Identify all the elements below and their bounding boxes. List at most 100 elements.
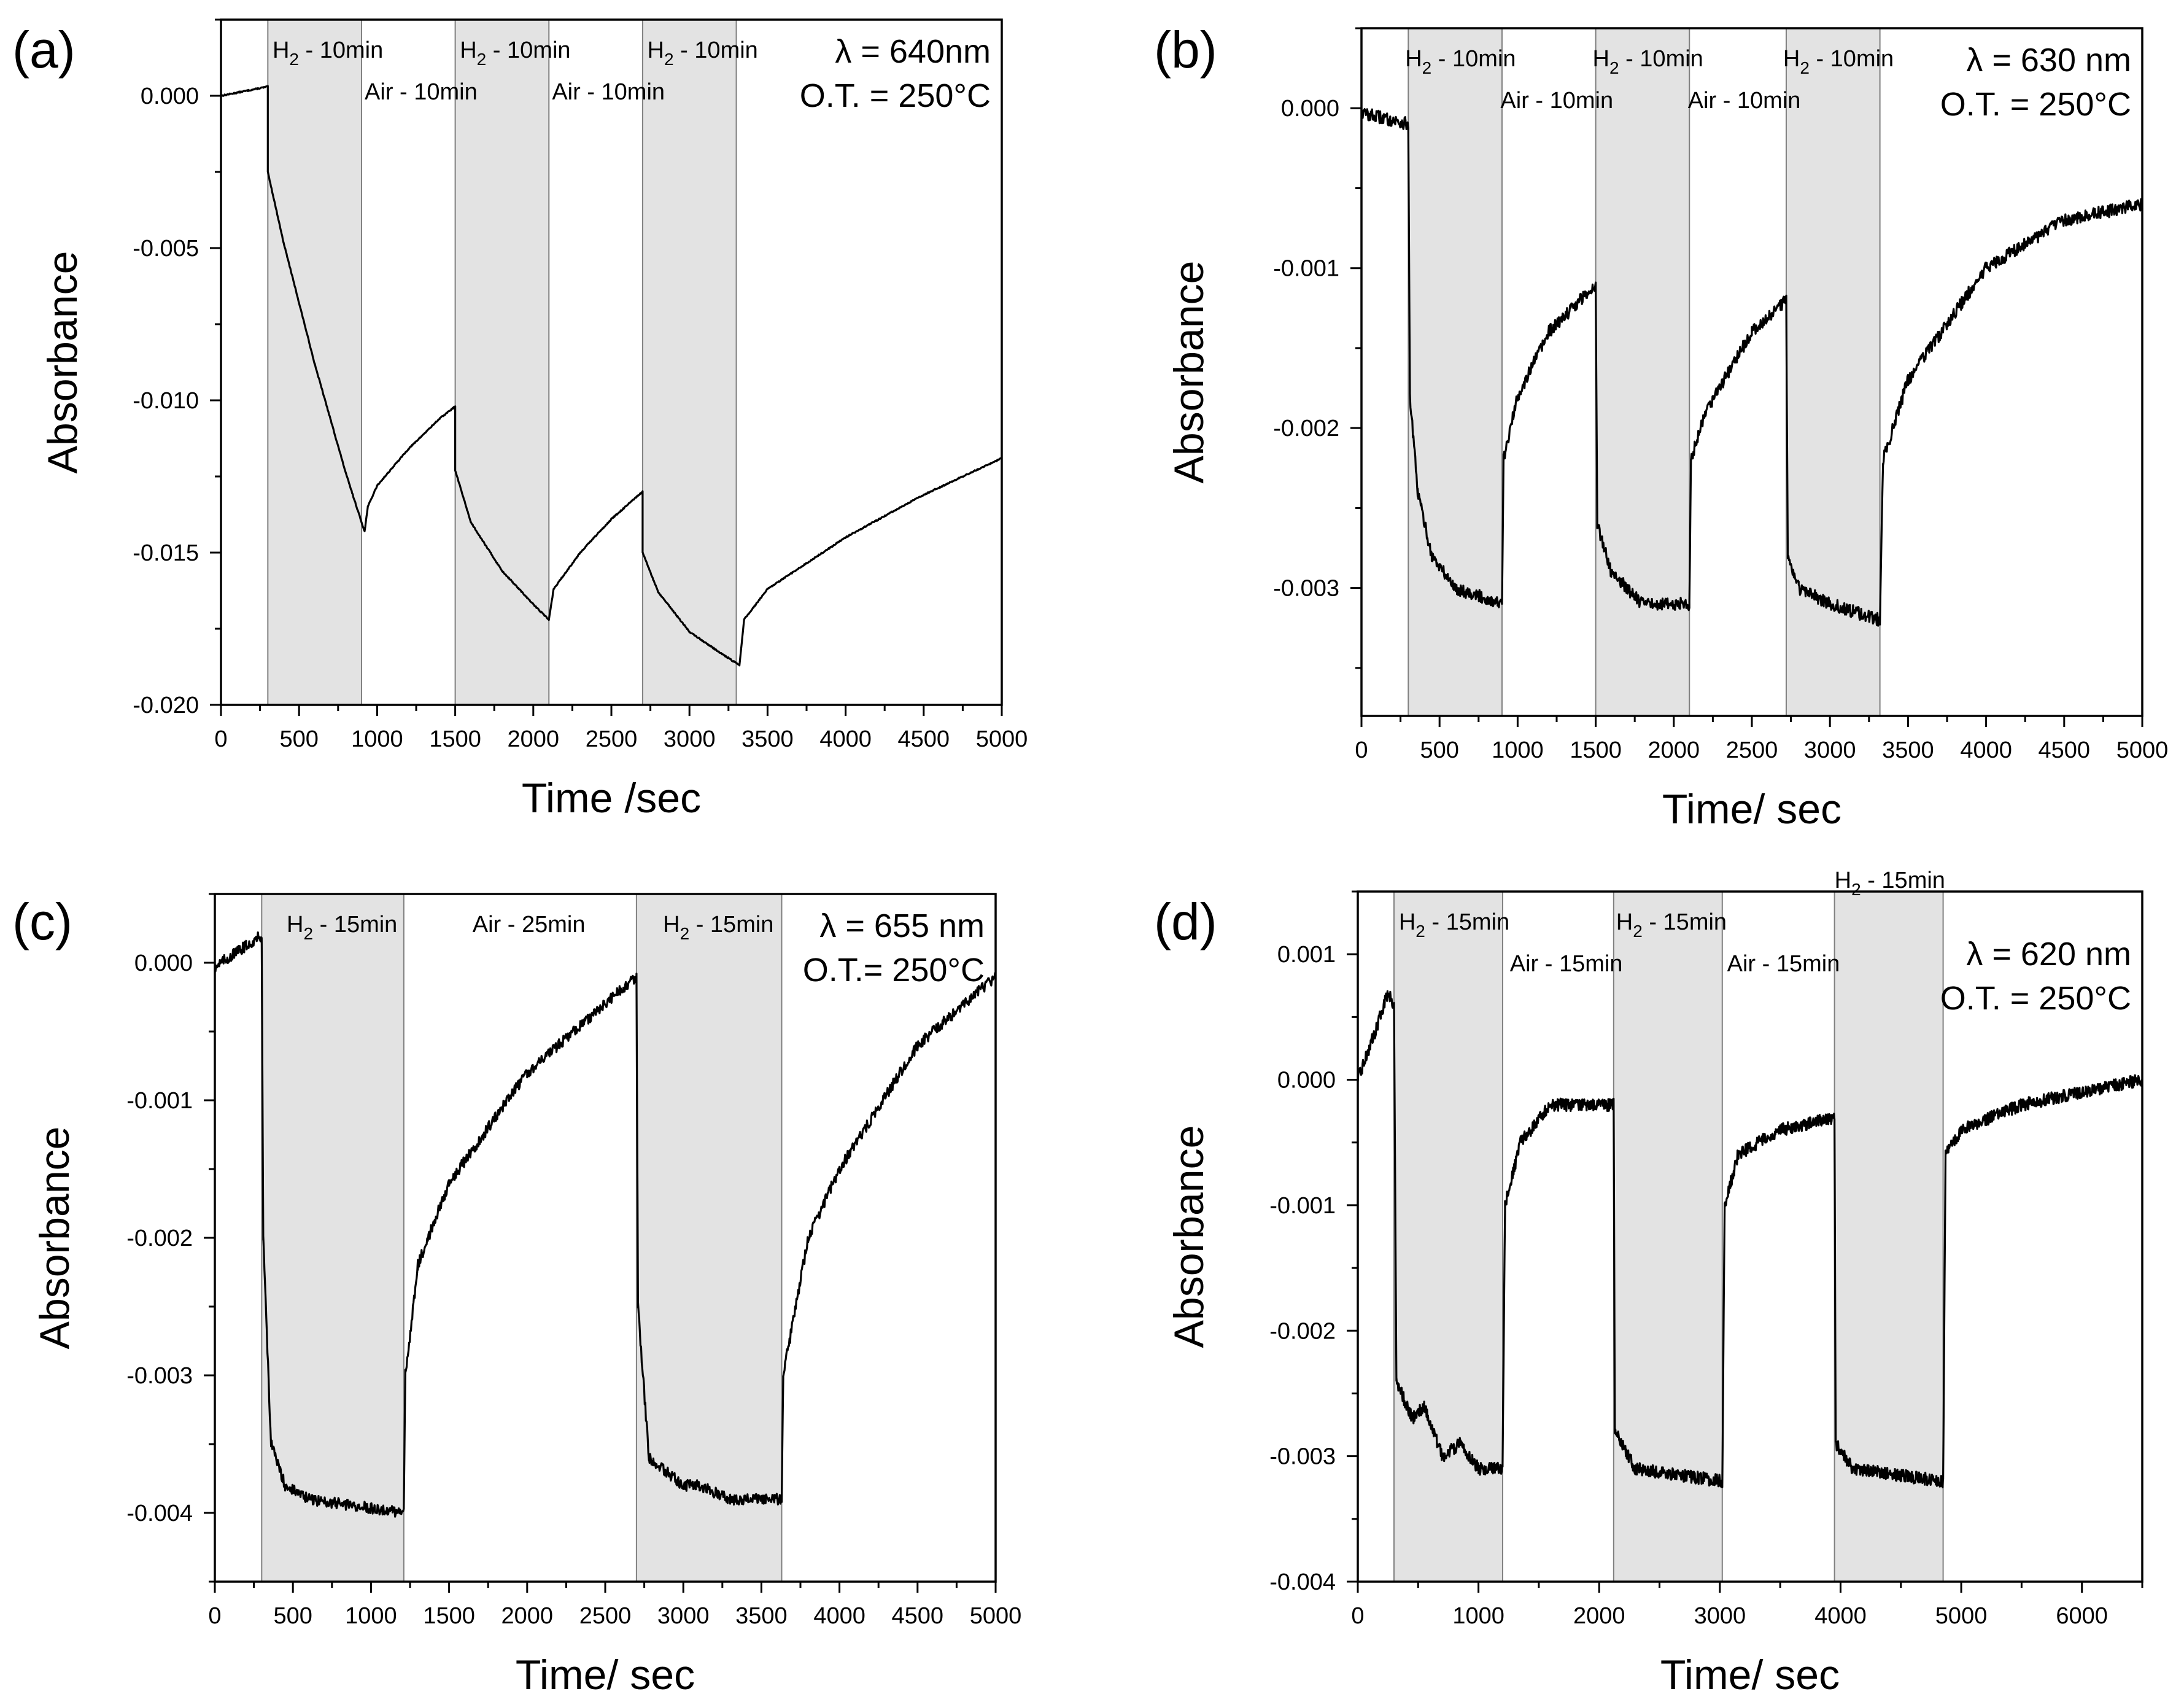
y-tick-label: -0.004 xyxy=(1269,1569,1336,1595)
x-axis-label: Time/ sec xyxy=(1662,786,1841,833)
x-tick-label: 2500 xyxy=(1726,737,1778,763)
y-tick-label: -0.002 xyxy=(1273,416,1339,441)
x-tick-label: 4000 xyxy=(813,1603,865,1629)
panel-label: (d) xyxy=(1154,893,1217,950)
x-tick-label: 5000 xyxy=(976,726,1028,752)
y-tick-label: -0.020 xyxy=(133,693,199,718)
x-tick-label: 0 xyxy=(208,1603,221,1629)
x-tick-label: 4000 xyxy=(819,726,872,752)
phase-annotation: H2 - 15min xyxy=(663,912,773,943)
series-line-absorbance xyxy=(214,931,997,1518)
y-axis-label: Absorbance xyxy=(39,251,86,474)
x-tick-label: 0 xyxy=(214,726,227,752)
h2-shaded-region xyxy=(1408,28,1503,717)
phase-annotation: Air - 10min xyxy=(552,79,665,105)
x-axis-label: Time /sec xyxy=(522,775,701,822)
phase-annotation: H2 - 15min xyxy=(1835,868,1945,899)
x-tick-label: 0 xyxy=(1351,1603,1364,1629)
y-axis-label: Absorbance xyxy=(31,1127,78,1350)
x-tick-label: 1500 xyxy=(1570,737,1622,763)
phase-annotation: H2 - 15min xyxy=(1616,909,1727,941)
chart-panel-c: 0 500 1000 1500 2000 2500 3000 3500 4000 4500 5000… xyxy=(12,893,1021,1698)
x-tick-label: 3000 xyxy=(664,726,716,752)
temperature-label: O.T. = 250°C xyxy=(1940,86,2131,123)
h2-shaded-region xyxy=(261,893,405,1582)
h2-shaded-region xyxy=(635,893,783,1582)
phase-annotation: Air - 10min xyxy=(1688,88,1801,114)
phase-annotation: Air - 25min xyxy=(473,912,586,938)
x-axis-label: Time/ sec xyxy=(1660,1652,1840,1698)
x-tick-label: 2500 xyxy=(586,726,638,752)
x-tick-label: 1000 xyxy=(1452,1603,1504,1629)
panel-label: (a) xyxy=(12,21,76,79)
x-tick-label: 3500 xyxy=(1882,737,1934,763)
chart-panel-a: 0 500 1000 1500 2000 2500 3000 3500 4000 4500 5000… xyxy=(12,18,1028,822)
x-tick-label: 5000 xyxy=(970,1603,1022,1629)
phase-annotation: Air - 10min xyxy=(365,79,478,105)
x-tick-label: 3500 xyxy=(735,1603,788,1629)
temperature-label: O.T. = 250°C xyxy=(1940,980,2131,1017)
y-tick-label: -0.010 xyxy=(133,388,199,414)
y-tick-label: -0.005 xyxy=(133,236,199,262)
series-line-absorbance xyxy=(1361,108,2143,627)
y-axis-label: Absorbance xyxy=(1166,261,1212,484)
panel-label: (c) xyxy=(12,893,72,950)
x-tick-label: 2500 xyxy=(579,1603,632,1629)
y-tick-label: -0.003 xyxy=(126,1363,193,1389)
x-tick-label: 3000 xyxy=(1804,737,1856,763)
phase-annotation: Air - 15min xyxy=(1510,951,1623,977)
x-tick-label: 3000 xyxy=(657,1603,710,1629)
x-tick-label: 2000 xyxy=(1648,737,1700,763)
y-tick-label: 0.000 xyxy=(1277,1068,1336,1094)
y-tick-label: -0.001 xyxy=(1273,256,1339,282)
x-tick-label: 1000 xyxy=(345,1603,397,1629)
y-tick-label: -0.001 xyxy=(126,1088,193,1114)
x-tick-label: 0 xyxy=(1355,737,1368,763)
x-tick-label: 2000 xyxy=(1573,1603,1625,1629)
x-tick-label: 2000 xyxy=(508,726,560,752)
y-tick-label: 0.001 xyxy=(1277,942,1336,968)
phase-annotation: Air - 10min xyxy=(1500,88,1613,114)
y-tick-label: -0.003 xyxy=(1273,576,1339,602)
y-tick-label: -0.003 xyxy=(1269,1444,1336,1470)
phase-annotation: H2 - 10min xyxy=(1593,46,1703,77)
y-tick-label: -0.002 xyxy=(1269,1318,1336,1344)
chart-panel-b: 0 500 1000 1500 2000 2500 3000 3500 4000 4500 5000… xyxy=(1154,21,2168,833)
x-tick-label: 500 xyxy=(1420,737,1458,763)
y-tick-label: 0.000 xyxy=(1281,96,1339,122)
plot-frame xyxy=(1357,890,2143,1583)
wavelength-label: λ = 640nm xyxy=(835,33,991,70)
phase-annotation: H2 - 10min xyxy=(460,37,570,69)
x-tick-label: 4500 xyxy=(892,1603,944,1629)
h2-shaded-region xyxy=(641,19,737,705)
x-tick-label: 4000 xyxy=(1814,1603,1867,1629)
wavelength-label: λ = 655 nm xyxy=(819,907,985,944)
x-tick-label: 500 xyxy=(279,726,318,752)
h2-shaded-region xyxy=(1393,891,1503,1582)
series-line-absorbance xyxy=(1357,990,2143,1488)
wavelength-label: λ = 630 nm xyxy=(1966,42,2131,79)
phase-annotation: H2 - 10min xyxy=(273,37,383,69)
y-tick-label: -0.004 xyxy=(126,1501,193,1526)
y-tick-label: -0.015 xyxy=(133,540,199,566)
phase-annotation: H2 - 15min xyxy=(287,912,397,943)
x-tick-label: 4000 xyxy=(1960,737,2012,763)
x-tick-label: 4500 xyxy=(898,726,950,752)
y-tick-label: -0.002 xyxy=(126,1226,193,1251)
temperature-label: O.T.= 250°C xyxy=(803,952,985,989)
phase-annotation: H2 - 10min xyxy=(1783,46,1894,77)
phase-annotation: Air - 15min xyxy=(1727,951,1840,977)
x-tick-label: 1500 xyxy=(429,726,481,752)
x-axis-label: Time/ sec xyxy=(516,1652,695,1698)
x-tick-label: 5000 xyxy=(2116,737,2169,763)
y-axis-label: Absorbance xyxy=(1166,1125,1212,1348)
y-tick-label: 0.000 xyxy=(141,84,199,109)
x-tick-label: 2000 xyxy=(501,1603,554,1629)
x-tick-label: 3000 xyxy=(1694,1603,1746,1629)
y-tick-label: 0.000 xyxy=(134,950,193,976)
h2-shaded-region xyxy=(454,19,550,705)
series-line-absorbance xyxy=(220,85,1002,667)
x-tick-label: 1000 xyxy=(1492,737,1544,763)
phase-annotation: H2 - 10min xyxy=(648,37,758,69)
